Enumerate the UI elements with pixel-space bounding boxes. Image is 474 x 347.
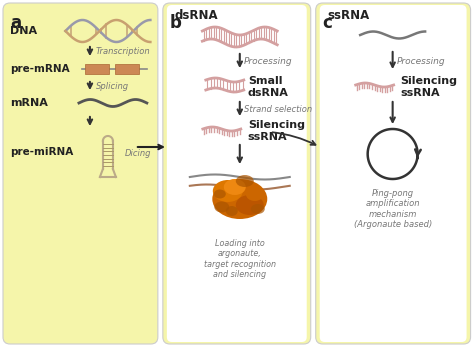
- Text: pre-miRNA: pre-miRNA: [10, 147, 73, 157]
- Text: pre-mRNA: pre-mRNA: [10, 64, 70, 74]
- Ellipse shape: [212, 179, 267, 219]
- Text: Processing: Processing: [397, 57, 445, 66]
- Text: c: c: [323, 14, 333, 32]
- Text: Loading into
argonaute,
target recognition
and silencing: Loading into argonaute, target recogniti…: [204, 239, 276, 279]
- Bar: [115, 64, 139, 74]
- Text: Small
dsRNA: Small dsRNA: [248, 76, 289, 98]
- Text: mRNA: mRNA: [10, 98, 48, 108]
- Ellipse shape: [236, 195, 264, 215]
- Ellipse shape: [236, 175, 254, 187]
- Ellipse shape: [224, 179, 246, 195]
- Text: dsRNA: dsRNA: [175, 9, 219, 22]
- Ellipse shape: [246, 187, 264, 201]
- FancyBboxPatch shape: [167, 5, 307, 342]
- FancyBboxPatch shape: [163, 3, 311, 344]
- Bar: [85, 64, 109, 74]
- FancyBboxPatch shape: [320, 5, 466, 342]
- Text: b: b: [170, 14, 182, 32]
- Text: ssRNA: ssRNA: [328, 9, 370, 22]
- Text: Dicing: Dicing: [125, 149, 151, 158]
- Text: Strand selection: Strand selection: [244, 104, 312, 113]
- Ellipse shape: [251, 204, 265, 214]
- Ellipse shape: [226, 206, 238, 216]
- Text: Silencing
ssRNA: Silencing ssRNA: [248, 120, 305, 142]
- Text: DNA: DNA: [10, 26, 37, 36]
- FancyBboxPatch shape: [3, 3, 158, 344]
- Text: Splicing: Splicing: [96, 82, 129, 91]
- Text: a: a: [10, 14, 21, 32]
- Text: Processing: Processing: [244, 57, 292, 66]
- Text: Transcription: Transcription: [96, 46, 151, 56]
- FancyBboxPatch shape: [316, 3, 471, 344]
- Text: Silencing
ssRNA: Silencing ssRNA: [401, 76, 457, 98]
- Ellipse shape: [213, 180, 243, 202]
- Text: Ping-pong
amplification
mechanism
(Argonaute based): Ping-pong amplification mechanism (Argon…: [354, 189, 432, 229]
- Ellipse shape: [214, 189, 226, 198]
- Ellipse shape: [214, 202, 229, 212]
